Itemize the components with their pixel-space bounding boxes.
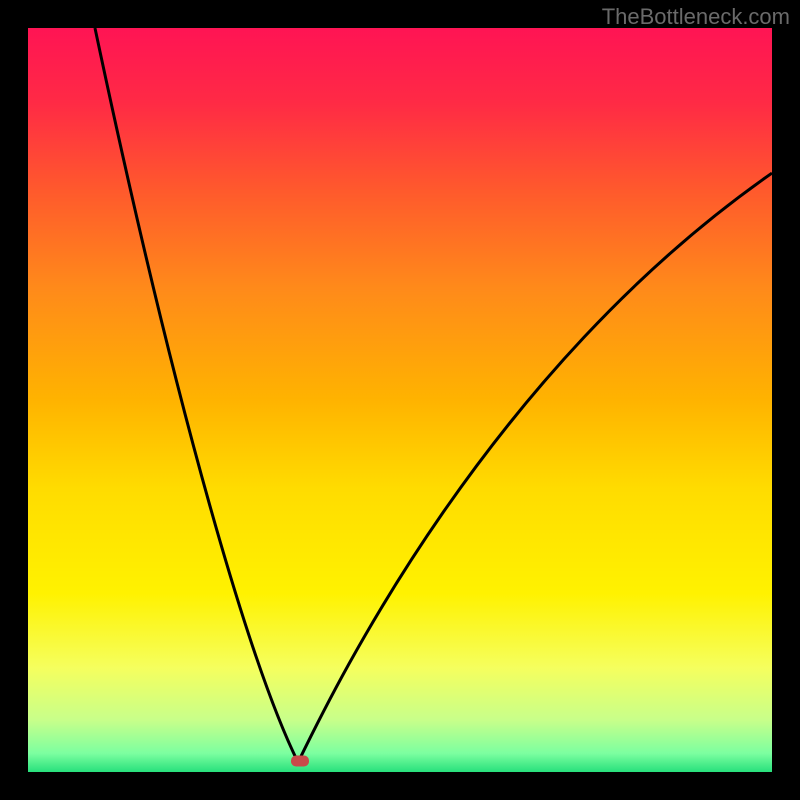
- curve-svg: [28, 28, 772, 772]
- notch-marker: [291, 755, 309, 766]
- plot-area: [28, 28, 772, 772]
- watermark-text: TheBottleneck.com: [602, 4, 790, 30]
- bottleneck-curve: [95, 28, 772, 762]
